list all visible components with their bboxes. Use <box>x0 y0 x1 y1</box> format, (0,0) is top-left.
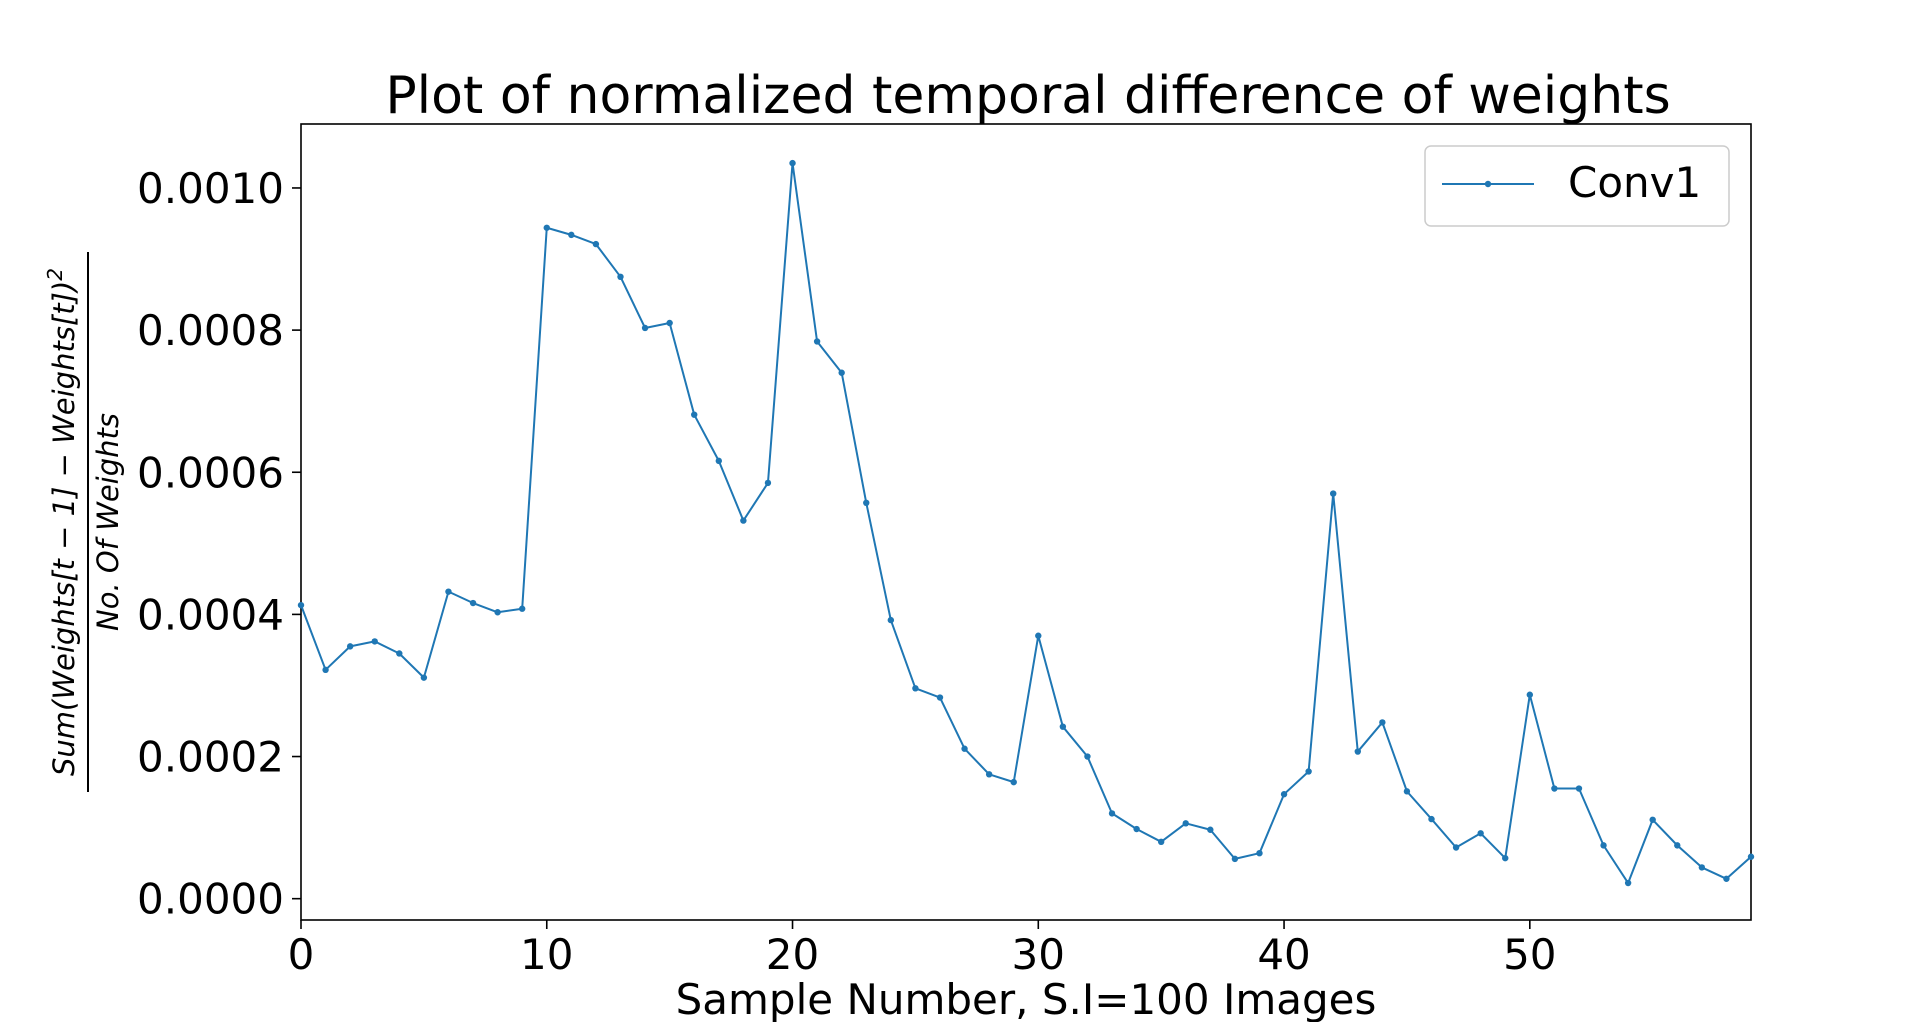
data-point <box>715 457 722 465</box>
data-point <box>420 674 428 681</box>
data-point <box>1723 875 1730 882</box>
data-point <box>1231 855 1239 863</box>
data-point <box>445 588 452 595</box>
data-point <box>985 771 993 778</box>
data-point <box>1600 842 1607 849</box>
legend: Conv1 <box>1424 145 1730 227</box>
legend-swatch-marker <box>1484 180 1492 188</box>
data-point <box>1674 842 1681 849</box>
data-point <box>1280 791 1288 798</box>
data-point <box>297 601 305 609</box>
data-point <box>1010 778 1017 786</box>
data-point <box>322 666 329 674</box>
data-point <box>1133 825 1140 833</box>
data-point <box>1035 632 1042 639</box>
legend-box <box>1424 145 1730 227</box>
data-point <box>592 240 600 248</box>
svg-text:Sum(Weights[t − 1] − Weights[t: Sum(Weights[t − 1] − Weights[t])2 <box>43 268 81 776</box>
data-point <box>789 159 796 167</box>
data-point <box>813 338 821 345</box>
y-axis: 0.0000 0.0002 0.0004 0.0006 0.0008 0.0010 <box>137 164 301 924</box>
data-point <box>371 638 378 645</box>
y-tick-label: 0.0008 <box>137 306 284 355</box>
y-axis-label: Sum(Weights[t − 1] − Weights[t])2 No. Of… <box>43 252 125 792</box>
data-point <box>1428 815 1435 823</box>
data-point <box>1157 838 1165 846</box>
data-point <box>641 324 649 332</box>
data-point <box>1256 849 1263 857</box>
y-axis-label-exponent: 2 <box>43 268 67 281</box>
plot-area <box>300 123 1752 921</box>
data-point <box>568 231 575 239</box>
data-point <box>518 605 526 612</box>
x-tick-label: 20 <box>766 930 819 979</box>
data-point <box>764 479 772 487</box>
data-point <box>1207 826 1214 833</box>
data-point <box>912 685 919 692</box>
data-point <box>346 643 354 650</box>
data-point <box>1403 788 1411 795</box>
y-axis-label-numerator: Sum(Weights[t − 1] − Weights[t]) <box>47 281 81 776</box>
data-point <box>1330 490 1337 497</box>
data-point <box>1698 864 1706 871</box>
data-point <box>1084 753 1091 760</box>
data-point <box>838 369 845 376</box>
data-point <box>936 694 944 701</box>
data-point <box>1624 879 1632 887</box>
data-point <box>1108 810 1116 817</box>
chart-title: Plot of normalized temporal difference o… <box>385 66 1670 126</box>
data-point <box>1551 785 1558 792</box>
y-tick-label: 0.0006 <box>137 448 284 497</box>
series-line-conv1 <box>300 162 1752 885</box>
data-point <box>887 616 895 624</box>
series-layer <box>297 159 1755 887</box>
data-point <box>469 599 477 607</box>
x-tick-label: 40 <box>1257 930 1310 979</box>
data-point <box>617 273 624 281</box>
data-point <box>1059 723 1067 730</box>
data-point <box>1575 785 1583 792</box>
data-point <box>1477 830 1484 837</box>
data-point <box>1526 691 1534 698</box>
data-point <box>396 650 403 657</box>
data-point <box>1502 854 1509 862</box>
data-point <box>961 745 968 752</box>
y-tick-label: 0.0000 <box>137 875 284 924</box>
data-point <box>1305 768 1312 775</box>
data-point <box>1649 816 1656 823</box>
y-tick-label: 0.0002 <box>137 733 284 782</box>
legend-label-conv1: Conv1 <box>1568 158 1701 207</box>
x-tick-label: 0 <box>288 930 315 979</box>
data-point <box>740 517 747 524</box>
x-tick-label: 10 <box>520 930 573 979</box>
data-point <box>543 224 550 231</box>
x-axis: 0 10 20 30 40 50 <box>288 920 1557 979</box>
data-point <box>691 411 698 418</box>
data-point <box>1452 844 1460 851</box>
y-tick-label: 0.0004 <box>137 590 284 639</box>
data-point <box>1182 820 1189 827</box>
y-tick-label: 0.0010 <box>137 164 284 213</box>
data-point <box>666 319 673 327</box>
x-tick-label: 30 <box>1012 930 1065 979</box>
data-point <box>494 609 501 616</box>
y-axis-label-denominator: No. Of Weights <box>91 413 125 631</box>
data-point <box>1747 853 1755 860</box>
x-tick-label: 50 <box>1503 930 1556 979</box>
data-point <box>1379 719 1386 726</box>
data-point <box>863 499 870 507</box>
data-point <box>1354 748 1361 755</box>
x-axis-label: Sample Number, S.I=100 Images <box>676 975 1377 1022</box>
